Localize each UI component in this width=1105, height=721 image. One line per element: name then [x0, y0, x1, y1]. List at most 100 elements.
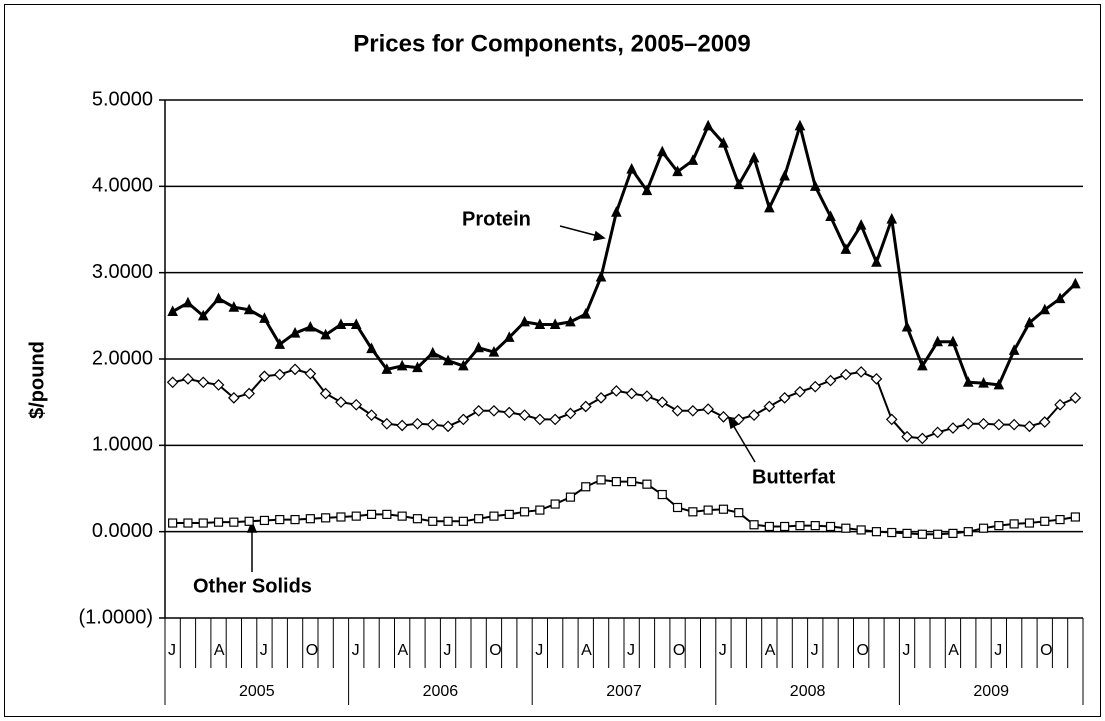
- point: [458, 516, 468, 526]
- point: [871, 256, 882, 267]
- point: [764, 521, 774, 532]
- point: [977, 417, 990, 430]
- point: [244, 516, 254, 526]
- point: [595, 270, 607, 282]
- point: [595, 392, 607, 404]
- point: [855, 219, 867, 230]
- point: [1009, 519, 1019, 529]
- point: [672, 502, 683, 513]
- point: [732, 413, 745, 426]
- point: [717, 410, 730, 423]
- point: [855, 366, 867, 378]
- y-tick-label: 4.0000: [92, 175, 153, 197]
- point: [871, 527, 882, 537]
- point: [473, 341, 484, 353]
- point: [366, 509, 377, 519]
- x-tick-label: J: [352, 642, 360, 659]
- point: [642, 479, 652, 489]
- point: [947, 422, 959, 434]
- point: [212, 379, 225, 391]
- point: [978, 523, 989, 533]
- point: [381, 417, 393, 430]
- point: [948, 528, 958, 538]
- point: [183, 518, 193, 528]
- point: [748, 409, 760, 421]
- x-tick-label: J: [811, 642, 819, 659]
- point: [182, 373, 194, 385]
- point: [917, 529, 927, 539]
- point: [671, 404, 684, 417]
- point: [1038, 416, 1051, 428]
- point: [933, 529, 943, 539]
- point: [335, 396, 347, 409]
- point: [534, 413, 546, 426]
- x-tick-label: J: [902, 642, 910, 659]
- x-tick-label: J: [719, 642, 727, 659]
- annotation: Protein: [462, 208, 531, 230]
- point: [489, 511, 499, 521]
- point: [886, 213, 898, 224]
- point: [932, 335, 943, 347]
- point: [519, 315, 530, 327]
- point: [488, 404, 500, 417]
- y-tick-label: (1.0000): [79, 606, 154, 628]
- point: [428, 516, 438, 526]
- point: [503, 406, 516, 419]
- point: [290, 514, 300, 525]
- point: [901, 430, 913, 443]
- point: [443, 516, 453, 526]
- point: [794, 385, 806, 398]
- y-axis-label: $/pound: [26, 341, 48, 419]
- point: [488, 345, 500, 357]
- point: [993, 418, 1005, 431]
- point: [319, 387, 332, 400]
- point: [274, 338, 286, 349]
- point: [1024, 518, 1035, 528]
- year-label: 2008: [790, 683, 826, 700]
- point: [1024, 316, 1035, 328]
- point: [748, 151, 760, 163]
- point: [931, 426, 944, 439]
- arrow: [732, 424, 756, 463]
- point: [978, 377, 989, 388]
- point: [474, 514, 484, 524]
- point: [350, 318, 362, 329]
- point: [565, 492, 576, 502]
- point: [870, 373, 883, 385]
- point: [917, 359, 928, 371]
- point: [702, 403, 714, 415]
- point: [427, 346, 439, 358]
- point: [198, 518, 208, 528]
- point: [901, 320, 913, 332]
- point: [672, 165, 683, 177]
- x-tick-label: A: [581, 642, 592, 659]
- point: [426, 418, 439, 431]
- point: [778, 392, 791, 404]
- x-tick-label: O: [306, 642, 318, 659]
- point: [289, 363, 301, 376]
- point: [228, 392, 240, 404]
- point: [182, 296, 194, 308]
- point: [885, 413, 898, 426]
- point: [518, 409, 531, 421]
- point: [397, 511, 407, 521]
- year-label: 2005: [239, 683, 275, 700]
- point: [779, 169, 790, 181]
- point: [794, 119, 806, 131]
- point: [734, 508, 744, 518]
- y-tick-label: 3.0000: [92, 261, 153, 283]
- point: [763, 400, 776, 413]
- point: [519, 507, 530, 517]
- point: [258, 370, 271, 383]
- annotation-arrows: [246, 225, 756, 572]
- point: [213, 517, 224, 527]
- point: [1055, 514, 1065, 525]
- series-line: [171, 124, 1077, 387]
- point: [550, 499, 560, 509]
- year-label: 2009: [973, 683, 1009, 700]
- point: [229, 517, 239, 527]
- point: [656, 145, 668, 157]
- point: [902, 528, 912, 538]
- point: [795, 521, 805, 531]
- point: [963, 527, 973, 537]
